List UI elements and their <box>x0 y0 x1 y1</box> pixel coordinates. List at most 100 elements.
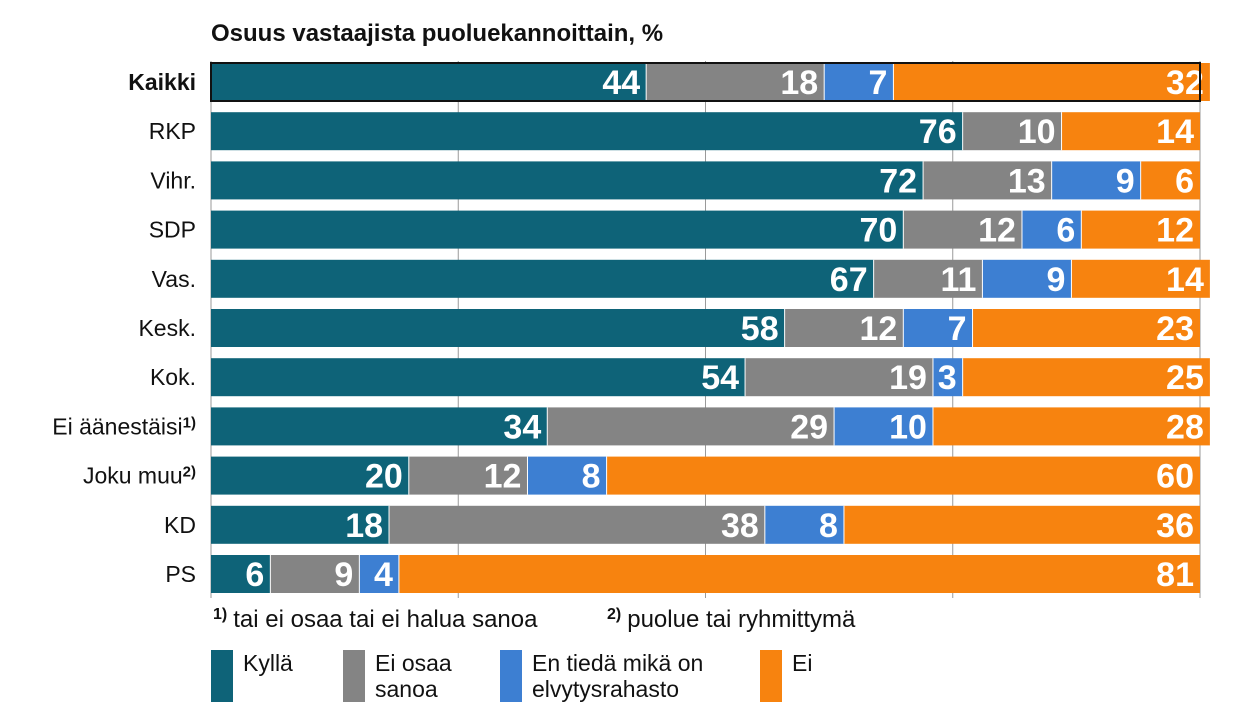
data-label: 19 <box>889 359 927 397</box>
data-label: 10 <box>889 408 927 446</box>
data-label: 44 <box>602 64 640 102</box>
data-label: 12 <box>978 212 1016 250</box>
data-label: 14 <box>1166 261 1204 299</box>
bar-segment <box>962 112 1062 151</box>
footnote-1-marker: 1) <box>213 606 228 623</box>
bar-segment <box>1051 161 1141 200</box>
data-label: 12 <box>859 310 897 348</box>
bar-segment <box>211 407 548 446</box>
legend-label-en-tieda: En tiedä mikä on elvytysrahasto <box>532 650 704 702</box>
bar-segment <box>606 456 1200 495</box>
data-label: 70 <box>859 212 897 250</box>
category-label: PS <box>165 561 196 587</box>
bar-segment <box>389 505 765 544</box>
data-label: 29 <box>790 408 828 446</box>
data-label: 25 <box>1166 359 1204 397</box>
data-label: 14 <box>1156 113 1194 151</box>
category-label: Ei äänestäisi1) <box>52 413 196 439</box>
footnote-1-text: tai ei osaa tai ei halua sanoa <box>233 606 538 633</box>
highlight-outline <box>210 62 1201 102</box>
bar-segment <box>824 63 894 101</box>
data-label: 67 <box>830 261 868 299</box>
category-label: Kesk. <box>138 315 196 341</box>
data-label: 18 <box>345 507 383 545</box>
legend-label-ei: Ei <box>792 650 813 676</box>
category-label: Kaikki <box>128 69 196 95</box>
bar-segment <box>1140 161 1200 200</box>
data-label: 34 <box>503 408 541 446</box>
bar-segment <box>764 505 844 544</box>
bar-segment <box>1061 112 1200 151</box>
data-label: 23 <box>1156 310 1194 348</box>
bar-segment <box>211 210 904 249</box>
data-label: 12 <box>484 458 522 496</box>
bar-segment <box>270 555 360 593</box>
category-label: Kok. <box>150 364 196 390</box>
bar-segment <box>211 456 409 495</box>
bar-segment <box>547 407 835 446</box>
bar-segment <box>398 555 1200 593</box>
data-label: 9 <box>1116 162 1135 200</box>
bar-segment <box>408 456 528 495</box>
legend-item-kylla: Kyllä <box>211 650 333 702</box>
category-label: Vas. <box>152 266 196 292</box>
bar-segment <box>527 456 607 495</box>
data-label: 38 <box>721 507 759 545</box>
footnote-1: 1) tai ei osaa tai ei halua sanoa <box>213 606 537 634</box>
chart-title: Osuus vastaajista puoluekannoittain, % <box>211 20 664 47</box>
data-label: 9 <box>1047 261 1066 299</box>
bar-segment <box>932 407 1210 446</box>
legend-label-kylla: Kyllä <box>243 650 293 676</box>
bar-segment <box>211 309 785 347</box>
data-label: 18 <box>780 64 818 102</box>
category-superscript: 2) <box>183 464 196 481</box>
category-label: KD <box>164 512 196 538</box>
footnote-2-marker: 2) <box>607 606 622 623</box>
bar-segment <box>211 505 390 544</box>
bar-segment <box>211 358 746 397</box>
category-label: SDP <box>149 217 196 243</box>
data-label: 32 <box>1166 64 1204 102</box>
bar-segment <box>1021 210 1082 249</box>
bar-segment <box>211 259 874 298</box>
bar-segment <box>646 63 825 101</box>
legend-swatch-kylla <box>211 650 233 702</box>
data-label: 12 <box>1156 212 1194 250</box>
data-label: 81 <box>1156 556 1194 594</box>
bar-segment <box>903 210 1022 249</box>
bar-segment <box>903 309 973 347</box>
data-label: 8 <box>819 507 838 545</box>
bar-segment <box>893 63 1210 101</box>
bar-segment <box>211 161 924 200</box>
footnote-2-text: puolue tai ryhmittymä <box>627 606 856 633</box>
legend-swatch-ei-osaa-sanoa <box>343 650 365 702</box>
legend-label-ei-osaa-sanoa: Ei osaa sanoa <box>375 650 452 702</box>
data-label: 9 <box>334 556 353 594</box>
data-label: 58 <box>741 310 779 348</box>
bar-segment <box>359 555 399 593</box>
legend-item-en-tieda: En tiedä mikä on elvytysrahasto <box>500 650 742 702</box>
category-label: Joku muu2) <box>83 463 196 489</box>
bar-segment <box>962 358 1210 397</box>
bar-segment <box>873 259 983 298</box>
data-label: 10 <box>1018 113 1056 151</box>
data-label: 11 <box>940 261 976 299</box>
bar-segment <box>982 259 1072 298</box>
legend-swatch-en-tieda <box>500 650 522 702</box>
bar-segment <box>211 63 647 101</box>
bar-segment <box>1081 210 1200 249</box>
data-label: 6 <box>245 556 264 594</box>
legend-swatch-ei <box>760 650 782 702</box>
data-label: 20 <box>365 458 403 496</box>
data-label: 7 <box>868 64 887 102</box>
data-label: 4 <box>374 556 393 594</box>
bar-segment <box>972 309 1200 347</box>
bar-segment <box>923 161 1052 200</box>
bar-segment <box>745 358 933 397</box>
data-label: 7 <box>948 310 967 348</box>
bar-segment <box>843 505 1200 544</box>
data-label: 36 <box>1156 507 1194 545</box>
data-label: 54 <box>701 359 739 397</box>
bar-segment <box>784 309 904 347</box>
